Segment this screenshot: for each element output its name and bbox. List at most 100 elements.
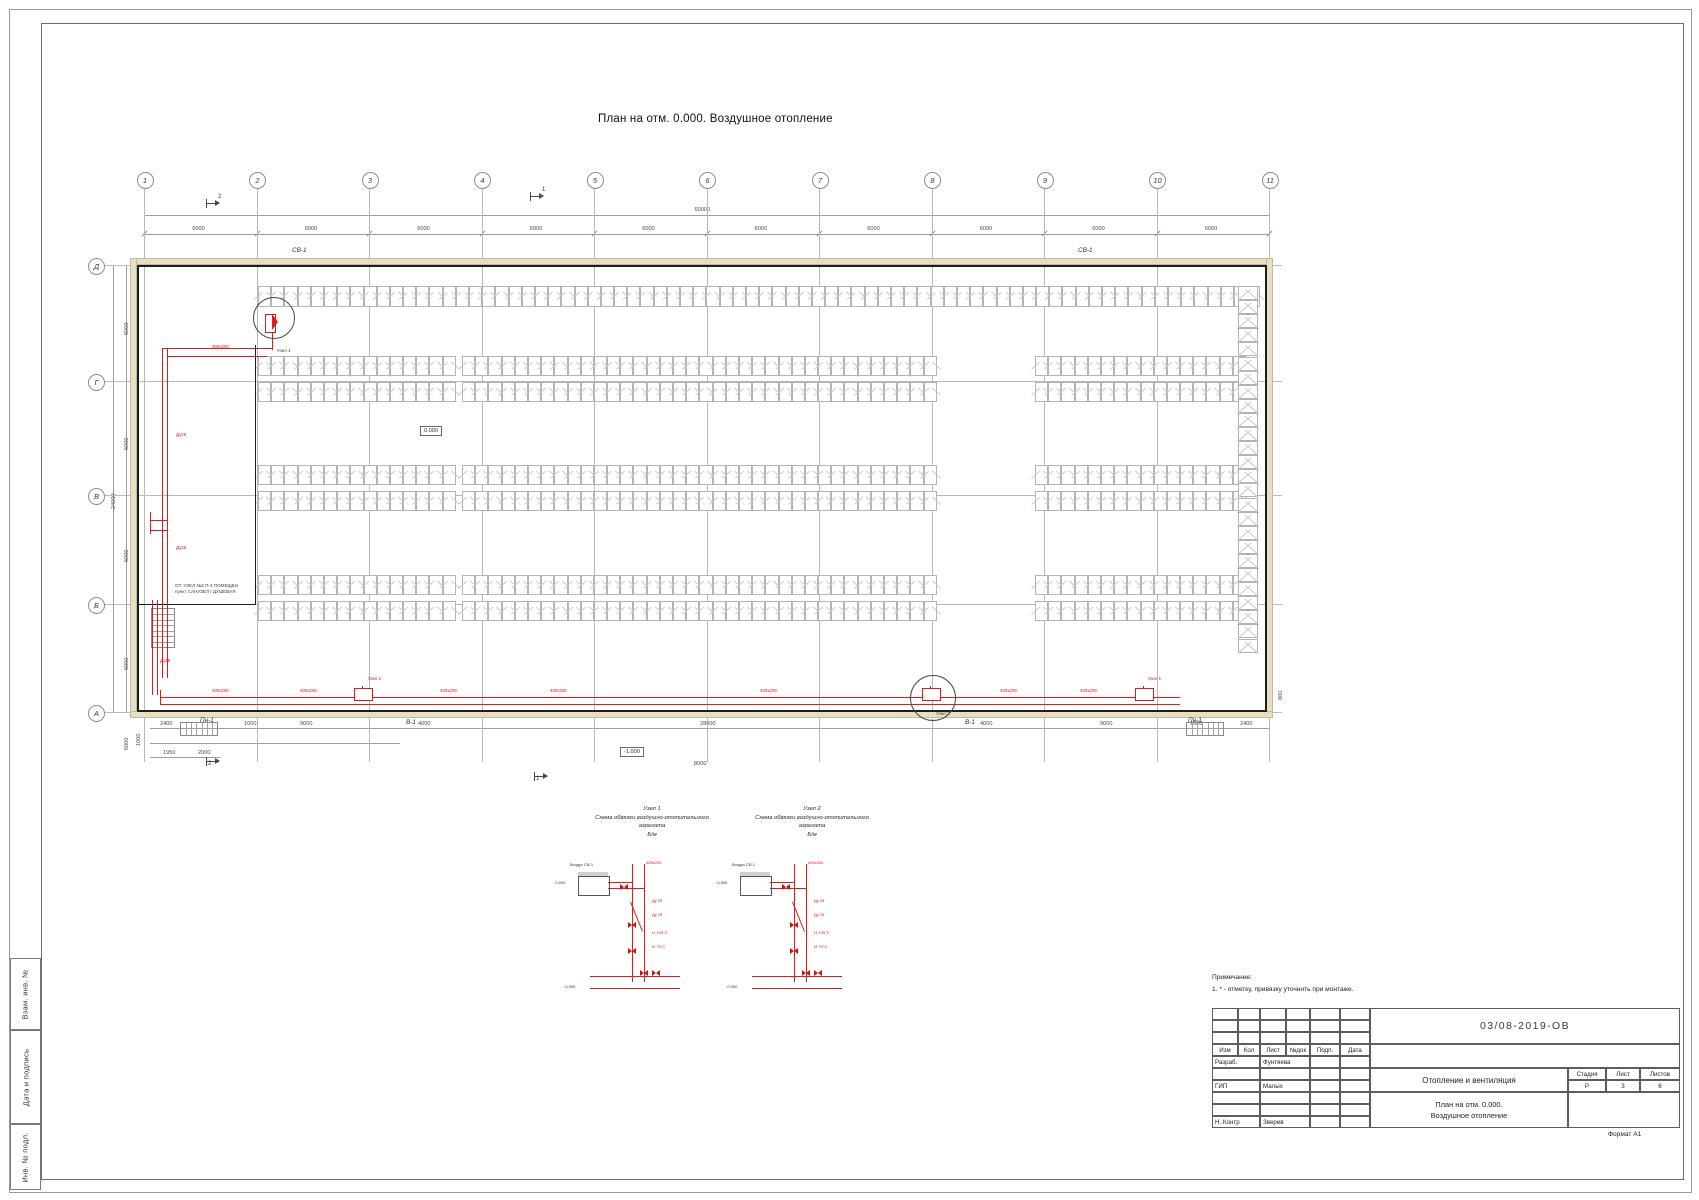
title-block-object-name: Отопление и вентиляция	[1370, 1068, 1568, 1092]
stamp-vzam-inv-label: Взам. инв. №	[21, 968, 31, 1020]
label-v1-left: В-1	[406, 719, 416, 726]
detail-2-main-supply	[752, 976, 842, 978]
valve-wing-right	[794, 922, 798, 928]
rack-bay	[923, 356, 937, 376]
title-block-blank-r0-c2	[1260, 1008, 1286, 1020]
title-block-role-0: Разраб.	[1212, 1056, 1260, 1068]
air-heater-unit-1	[354, 688, 373, 701]
title-block-blank-r2-c5	[1340, 1032, 1370, 1044]
partition-right	[255, 345, 256, 605]
duct-tag-3: 400х200	[760, 688, 777, 693]
dim-text-bottom-7: 1000	[1190, 721, 1203, 727]
title-block-date-0	[1340, 1056, 1370, 1068]
dim-text-bottom-1: 1000	[244, 721, 257, 727]
valve-wing-right	[632, 922, 636, 928]
detail-2-label-air: Воздух СВ-1	[732, 862, 756, 867]
detail-2-elev-1: -0.500	[716, 880, 728, 885]
rack-row-0-a3	[1035, 356, 1246, 376]
rack-row-1-a1	[258, 465, 456, 485]
detail-1-main-return	[590, 988, 680, 990]
stair-tread	[196, 723, 198, 735]
dim-text-bay-4: 6000	[529, 226, 543, 232]
label-wall-note-text: ОТ. УЗЕЛ №2 П-4 ПОМЕЩЕН пункт САНУЗЕЛ / Д…	[175, 583, 239, 595]
stair-tread	[201, 723, 203, 735]
grid-bubble-column-7: 7	[811, 172, 829, 189]
dim-line-bottom-3	[150, 757, 220, 758]
callout-label-uzel-2: Узел 2	[936, 711, 950, 716]
title-block-rev-header-3: №док	[1286, 1044, 1310, 1056]
title-block-stage-value-2: 6	[1640, 1080, 1680, 1092]
detail-1-valve-4	[652, 970, 660, 976]
grid-bubble-column-11: 11	[1261, 172, 1279, 189]
title-block-sign-2	[1310, 1080, 1340, 1092]
elevation-marker-bottom: -1.000	[620, 747, 644, 757]
grid-bubble-column-10: 10	[1149, 172, 1166, 189]
grid-bubble-column-3: 3	[361, 172, 379, 189]
callout-circle-uzel-1	[253, 297, 295, 339]
title-block-role-2: ГИП	[1212, 1080, 1260, 1092]
grid-bubble-row-Д: Д	[88, 257, 105, 275]
title-block-sign-4	[1310, 1104, 1340, 1116]
stair-tread	[206, 723, 208, 735]
partition-bottom	[137, 604, 255, 605]
pipe-branch-b1	[150, 520, 168, 522]
pipe-vertical-left-return	[167, 348, 169, 678]
dim-text-vertical-extra-2: 1000	[136, 733, 142, 746]
title-block-role-1	[1212, 1068, 1260, 1080]
rack-row-1-a3	[1035, 465, 1246, 485]
pipe-vertical-left-main	[162, 348, 164, 678]
detail-2-valve-4	[814, 970, 822, 976]
title-block-name-0: Фунтяева	[1260, 1056, 1310, 1068]
detail-2-title: Узел 2	[803, 806, 821, 812]
dim-text-bottom-overall: 8000	[694, 761, 707, 767]
section-mark-number: 2	[218, 194, 222, 200]
callout-label-uzel-1: Узел 1	[277, 348, 291, 353]
detail-2-label-duct: 400х200	[808, 860, 824, 865]
detail-1-valve-1	[628, 922, 636, 928]
pipe-corner-bottom-left	[160, 690, 162, 704]
detail-1-valve-2	[628, 948, 636, 954]
section-mark-number: 1	[536, 776, 540, 782]
title-block-blank-r0-c4	[1310, 1008, 1340, 1020]
title-block-blank-r2-c0	[1212, 1032, 1238, 1044]
grid-bubble-row-В: В	[88, 487, 105, 505]
grid-bubble-row-Г: Г	[88, 373, 105, 391]
stair-tread	[211, 723, 213, 735]
detail-1-valve-3	[640, 970, 648, 976]
detail-2-label-t2: t2 70°С	[814, 944, 828, 949]
valve-wing-right	[644, 970, 648, 976]
format-label: Формат А1	[1608, 1131, 1642, 1138]
detail-2-riser-return	[806, 864, 808, 982]
detail-1-label-t2: t2 70°С	[652, 944, 666, 949]
title-block-org-area	[1568, 1092, 1680, 1128]
label-v1-right: В-1	[965, 719, 975, 726]
detail-1-label-air: Воздух СВ-1	[570, 862, 594, 867]
notes-item-0: 1. * - отметку, привязку уточнить при мо…	[1212, 985, 1354, 993]
duct-tag-0: 400х200	[300, 688, 317, 693]
wall-band-left	[130, 258, 137, 718]
dim-text-bottom-3: 4000	[418, 721, 431, 727]
stairs-bottom-left-run	[180, 722, 218, 736]
section-mark-arrow	[215, 758, 220, 765]
stamp-inv-podl-label: Инв. № подл.	[21, 1131, 31, 1183]
stamp-data-podpis: Дата и подпись	[10, 1030, 41, 1124]
title-block-role-5: Н. Контр	[1212, 1116, 1260, 1128]
duct-tag-6: 400х200	[212, 688, 229, 693]
dim-text-bay-5: 6000	[642, 226, 655, 232]
label-pn1-left: Пн-1	[200, 717, 214, 724]
duct-tag-upper: 400х200	[212, 344, 229, 349]
detail-1-subtitle: Схема обвязки воздушно-отопительного	[595, 814, 709, 821]
title-block-date-4	[1340, 1104, 1370, 1116]
stairs-bottom-right-run	[1186, 722, 1224, 736]
detail-1-label-t1: t1 105°С	[652, 930, 668, 935]
dim-text-bottom-0: 2400	[160, 721, 173, 727]
detail-1-ahu-box	[578, 876, 610, 896]
title-block-sign-3	[1310, 1092, 1340, 1104]
stamp-data-podpis-label: Дата и подпись	[21, 1048, 30, 1106]
title-block-name-3	[1260, 1092, 1310, 1104]
title-block-role-4	[1212, 1104, 1260, 1116]
detail-1-title: Узел 1	[643, 806, 661, 812]
valve-wing-right	[632, 948, 636, 954]
title-block-blank-r1-c3	[1286, 1020, 1310, 1032]
detail-2-subtitle2: агрегата	[798, 823, 826, 830]
